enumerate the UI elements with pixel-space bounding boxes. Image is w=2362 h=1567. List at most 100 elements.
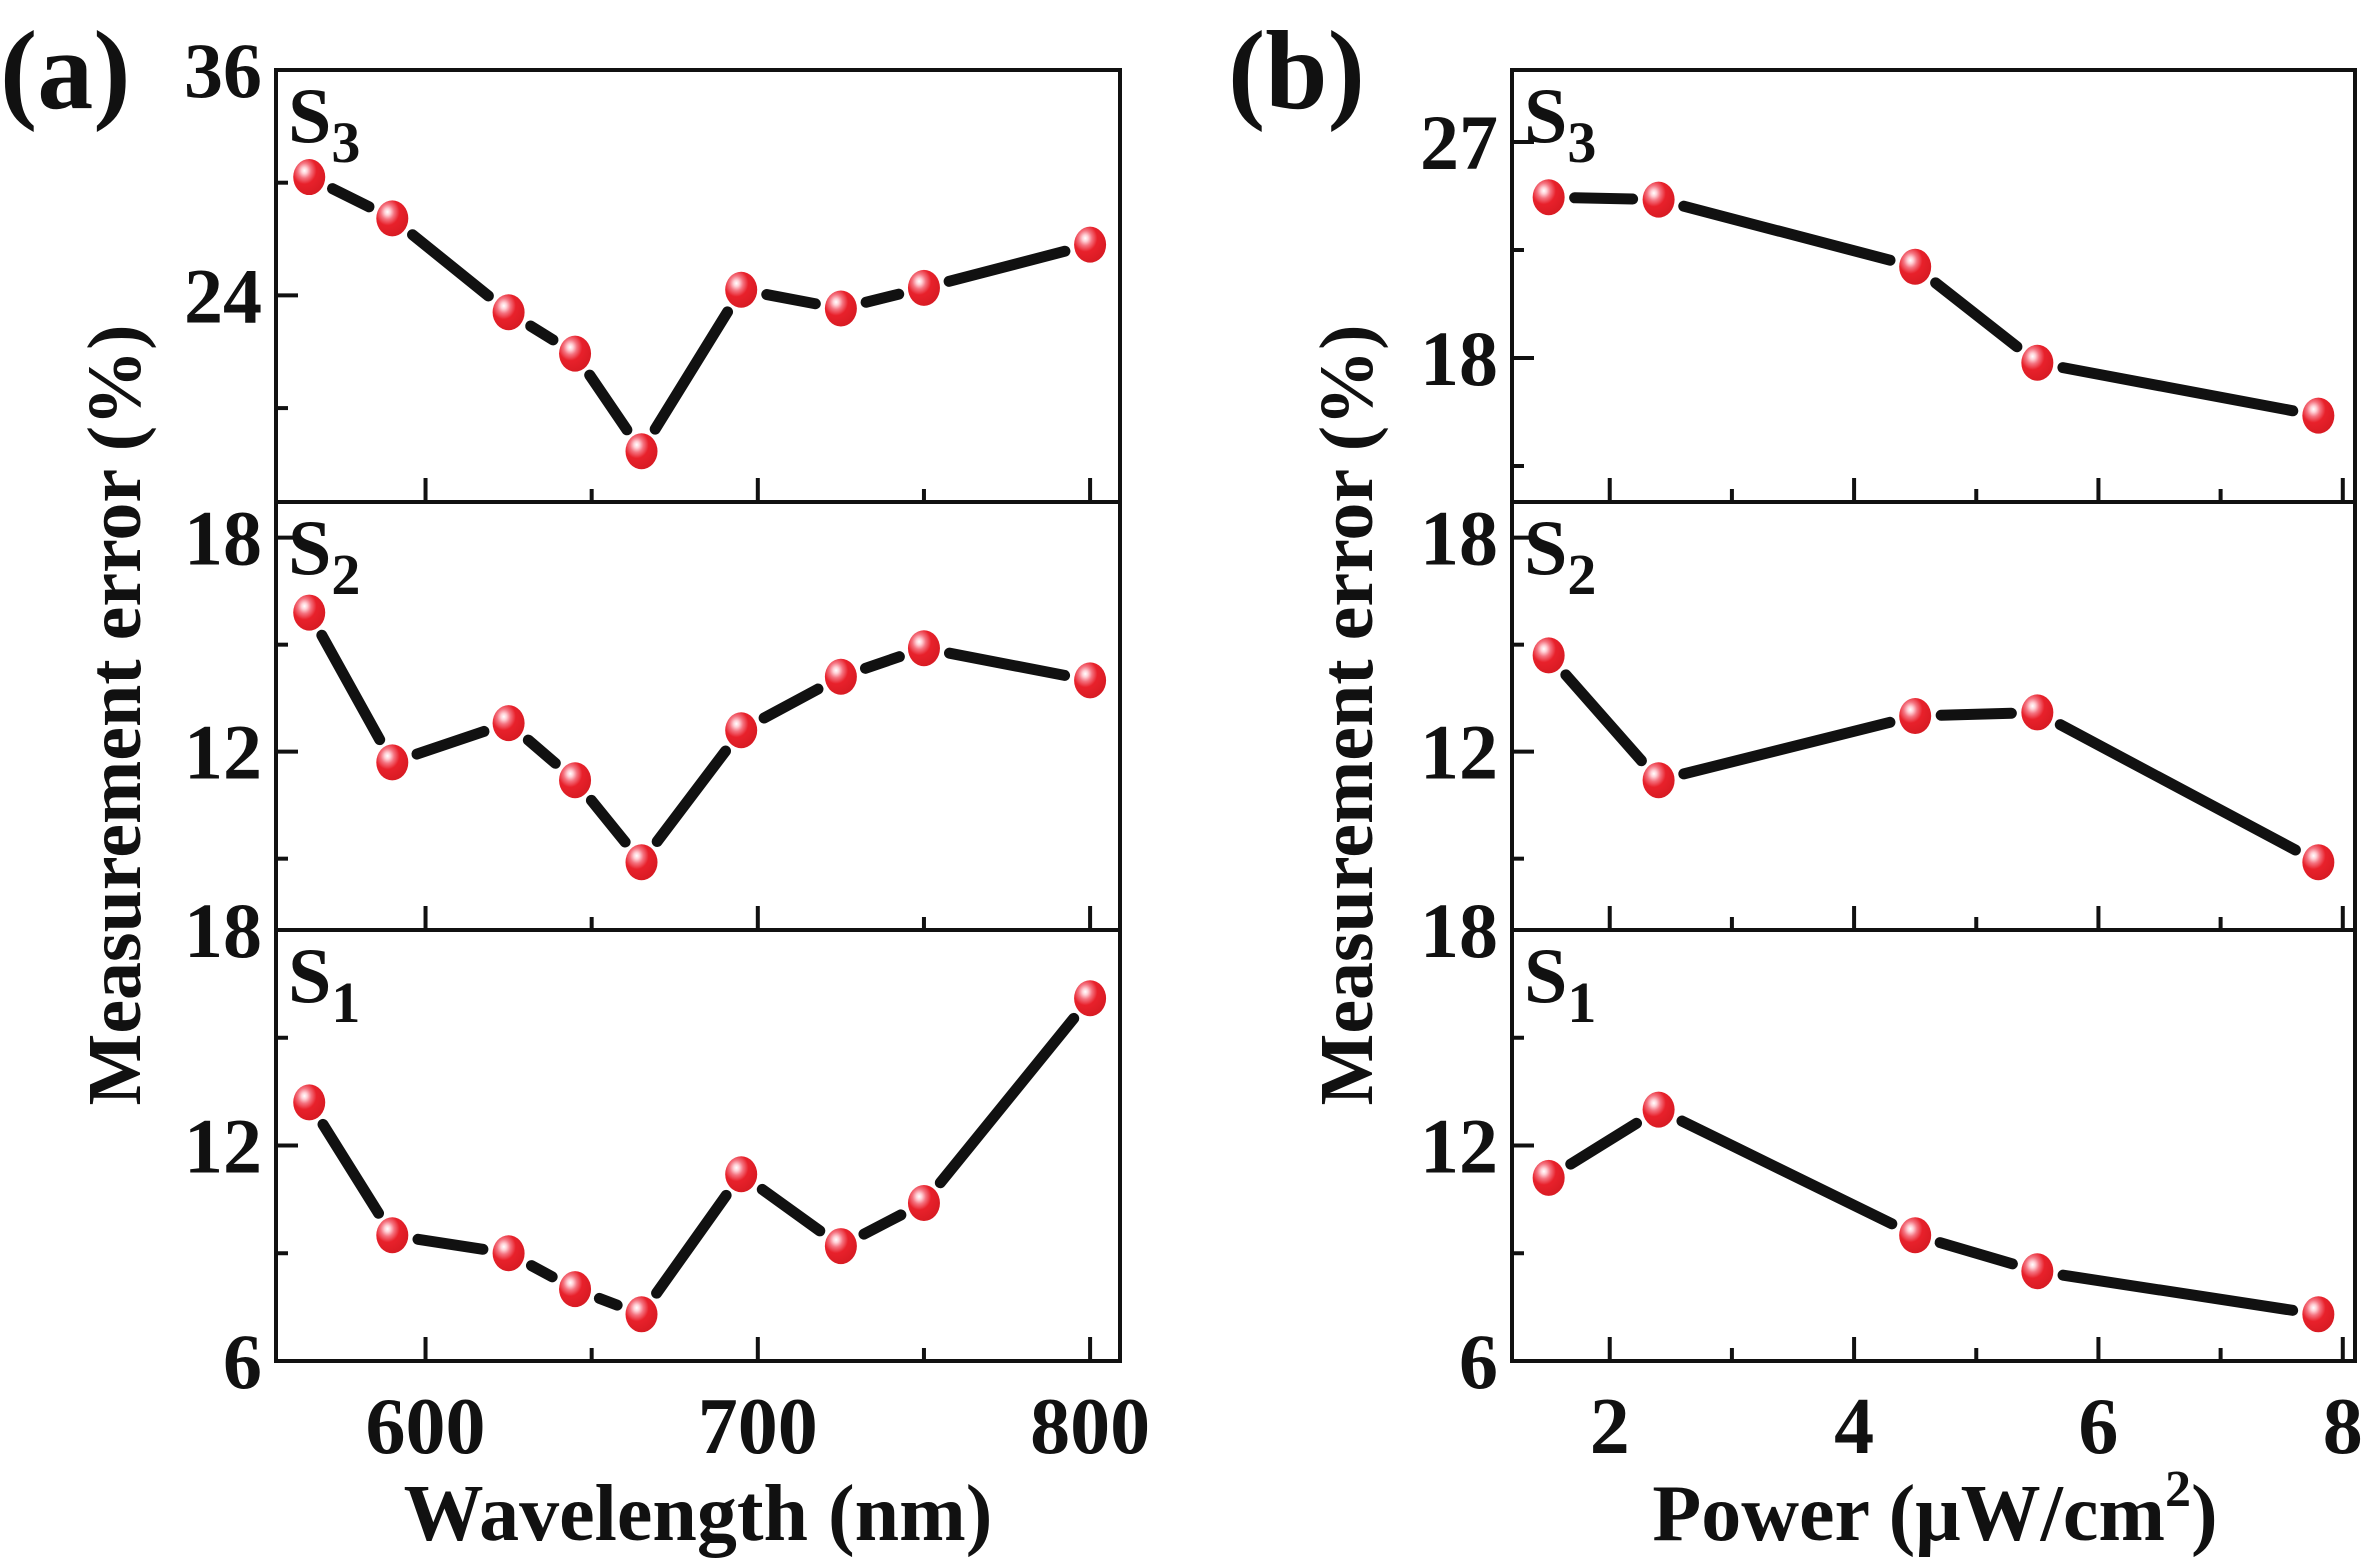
- subplot-b-s2: 18 12 S2: [1420, 495, 2357, 932]
- line-segment: [1676, 1115, 1898, 1230]
- data-point: [559, 335, 592, 372]
- line-segment: [859, 651, 905, 674]
- line-segment: [943, 647, 1071, 681]
- line-segment: [858, 1209, 907, 1240]
- line-segment: [651, 1189, 732, 1299]
- series-label-s3: S3: [1524, 72, 1596, 175]
- line-segment: [1569, 192, 1639, 205]
- data-point: [492, 1235, 525, 1272]
- panel-label-b: (b): [1228, 9, 1365, 133]
- data-point: [824, 290, 857, 327]
- series-label-s1: S1: [288, 932, 360, 1035]
- data-point: [625, 844, 658, 881]
- data-point: [1642, 181, 1675, 218]
- data-point: [725, 712, 758, 749]
- line-segment: [934, 1012, 1080, 1189]
- data-point: [2021, 694, 2054, 731]
- y-tick-label: 18: [1420, 495, 1498, 582]
- line-segment: [412, 1233, 489, 1255]
- y-tick-label: 6: [1459, 1318, 1498, 1405]
- line-segment: [584, 369, 633, 436]
- data-point: [1074, 226, 1107, 263]
- line-segment: [411, 725, 490, 760]
- series-label-s2: S2: [288, 504, 360, 607]
- y-tick-label: 6: [223, 1318, 262, 1405]
- line-segment: [860, 288, 905, 308]
- line-segment: [525, 320, 559, 346]
- line-segment: [761, 289, 821, 310]
- series-label-s1: S1: [1524, 932, 1596, 1035]
- y-tick-label: 18: [1420, 887, 1498, 974]
- x-axis-label-b-main: Power (μW/cm: [1652, 1470, 2165, 1558]
- y-axis-label-a: Measurement error (%): [73, 325, 157, 1106]
- line-segment: [2054, 719, 2301, 856]
- y-tick-label: 12: [1420, 1103, 1498, 1190]
- x-tick-label: 700: [698, 1383, 818, 1471]
- data-point: [2021, 344, 2054, 381]
- y-axis-label-b: Measurement error (%): [1305, 325, 1389, 1106]
- line-segment: [758, 683, 824, 724]
- data-point: [559, 1271, 592, 1308]
- x-tick-label: 600: [366, 1383, 486, 1471]
- data-point: [907, 630, 940, 667]
- y-tick-label: 18: [184, 495, 262, 582]
- line-segment: [525, 1260, 558, 1283]
- line-segment: [593, 1292, 623, 1311]
- line-segment: [2057, 1269, 2299, 1316]
- line-segment: [317, 1118, 385, 1219]
- y-tick-label: 18: [184, 887, 262, 974]
- y-tick-label: 24: [184, 252, 262, 339]
- data-point: [492, 294, 525, 331]
- subplot-a-s2: 18 12 S2: [184, 495, 1122, 932]
- data-point: [824, 1228, 857, 1265]
- x-tick-label: 6: [2078, 1383, 2118, 1471]
- data-point: [2302, 844, 2335, 881]
- data-point: [1899, 698, 1932, 734]
- data-point: [376, 744, 409, 781]
- data-point: [293, 159, 326, 196]
- data-point: [1074, 980, 1107, 1017]
- data-point: [1532, 1159, 1565, 1196]
- data-point: [907, 1184, 940, 1221]
- line-segment: [756, 1183, 826, 1237]
- x-tick-label: 2: [1590, 1383, 1630, 1471]
- x-tick-label: 4: [1834, 1383, 1874, 1471]
- y-tick-label: 18: [1420, 315, 1498, 402]
- line-segment: [1560, 669, 1647, 767]
- line-segment: [327, 183, 375, 213]
- panel-a: 36 24 S3 18 12 S2 18 12 6 S1 600 700 800: [184, 27, 1150, 1471]
- axes-frame: [274, 68, 1122, 504]
- line-segment: [1565, 1117, 1643, 1170]
- data-point: [559, 762, 592, 799]
- subplot-a-s1: 18 12 6 S1: [184, 887, 1122, 1405]
- panel-label-a: (a): [0, 9, 131, 133]
- y-tick-label: 12: [1420, 709, 1498, 796]
- data-point: [2021, 1253, 2054, 1290]
- line-segment: [1678, 200, 1896, 266]
- line-segment: [2057, 362, 2299, 417]
- data-point: [1642, 762, 1675, 799]
- axes-frame: [1510, 500, 2357, 932]
- line-segment: [1934, 1237, 2018, 1270]
- x-tick-label: 800: [1030, 1383, 1150, 1471]
- data-point: [625, 1296, 658, 1333]
- y-tick-label: 12: [184, 709, 262, 796]
- line-segment: [1935, 707, 2017, 721]
- y-tick-label: 12: [184, 1103, 262, 1190]
- data-point: [2302, 1296, 2335, 1333]
- line-segment: [943, 245, 1071, 287]
- data-point: [725, 271, 758, 308]
- x-axis-label-b: Power (μW/cm2): [1652, 1461, 2217, 1558]
- x-axis-label-a: Wavelength (nm): [404, 1470, 993, 1558]
- data-point: [1642, 1091, 1675, 1128]
- panel-b: 27 18 S3 18 12 S2 18 12 6 S1 2 4 6 8: [1420, 68, 2362, 1471]
- series-label-s3: S3: [288, 72, 360, 175]
- data-point: [725, 1156, 758, 1193]
- y-tick-label: 27: [1420, 99, 1498, 186]
- data-point: [293, 1084, 326, 1121]
- line-segment: [407, 229, 494, 302]
- line-segment: [1678, 716, 1896, 780]
- series-label-s2: S2: [1524, 504, 1596, 607]
